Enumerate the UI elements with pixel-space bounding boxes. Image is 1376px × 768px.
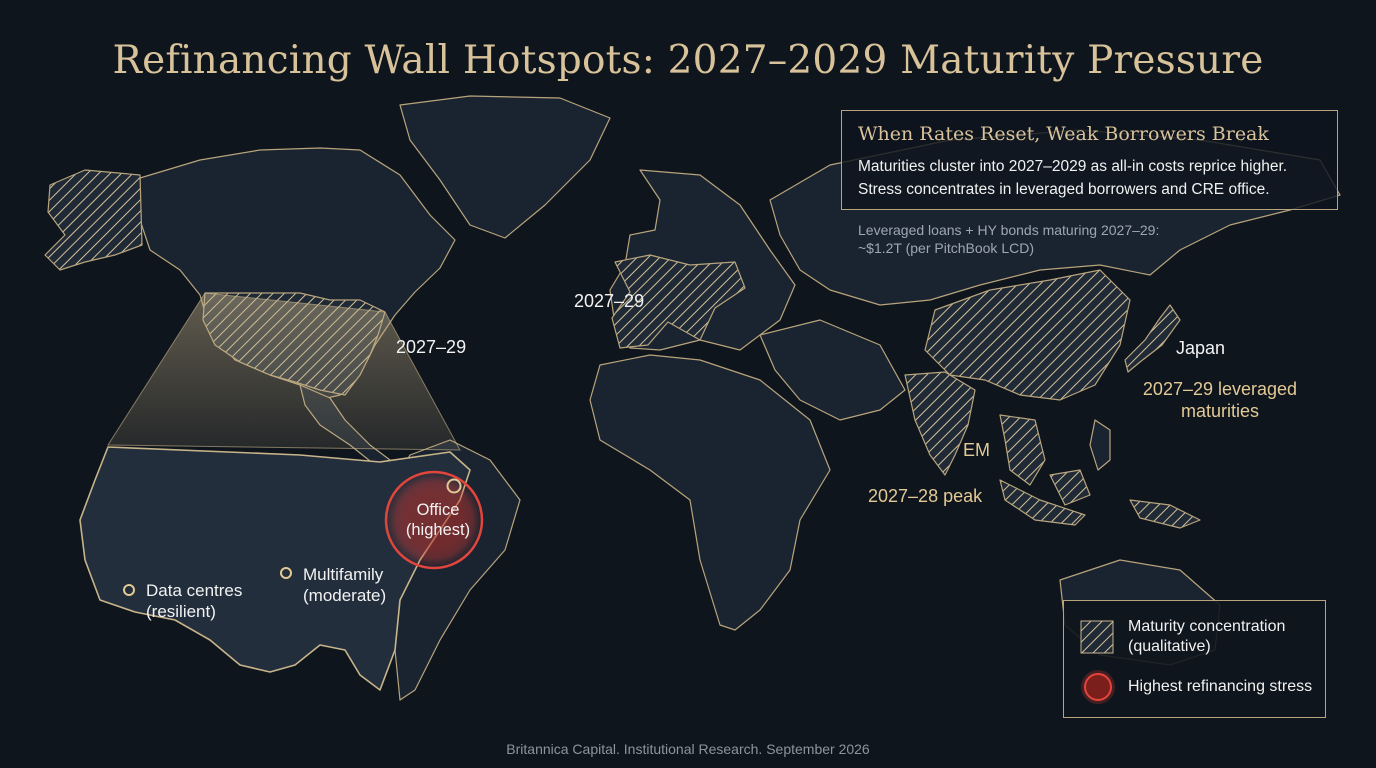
japan-note: 2027–29 leveraged maturities bbox=[1136, 378, 1304, 422]
callout-title: When Rates Reset, Weak Borrowers Break bbox=[858, 123, 1269, 145]
stress-ring-icon bbox=[384, 470, 484, 570]
japan-note-line: 2027–29 leveraged bbox=[1142, 379, 1298, 399]
europe-region-label: 2027–29 bbox=[574, 291, 645, 311]
us-inset-map bbox=[79, 446, 471, 691]
em-label: EM bbox=[963, 440, 990, 460]
datacentres-label-line: Data centres bbox=[146, 581, 243, 600]
legend-label: Highest refinancing stress bbox=[1128, 678, 1313, 695]
africa bbox=[589, 354, 831, 631]
legend: Maturity concentration (qualitative) Hig… bbox=[1063, 600, 1326, 718]
indonesia-hotspot bbox=[999, 479, 1086, 526]
callout-line: Maturities cluster into 2027–2029 as all… bbox=[858, 158, 1288, 175]
page-title: Refinancing Wall Hotspots: 2027–2029 Mat… bbox=[112, 38, 1264, 83]
europe-hotspot bbox=[611, 254, 746, 349]
greenland bbox=[399, 95, 611, 239]
philippines bbox=[1089, 419, 1111, 471]
datacentres-label: Data centres (resilient) bbox=[146, 580, 242, 622]
legend-item-concentration: Maturity concentration (qualitative) bbox=[1080, 617, 1285, 657]
legend-item-stress: Highest refinancing stress bbox=[1080, 669, 1312, 705]
india-hotspot bbox=[904, 371, 976, 476]
multifamily-label-line: (moderate) bbox=[303, 586, 387, 605]
sector-marker-icon bbox=[123, 584, 135, 596]
alaska bbox=[44, 169, 143, 271]
borneo bbox=[1049, 469, 1091, 506]
middle-east bbox=[759, 319, 906, 421]
footer-credit: Britannica Capital. Institutional Resear… bbox=[506, 741, 870, 757]
stress-ring-icon bbox=[1081, 670, 1115, 704]
office-label: Office (highest) bbox=[394, 500, 482, 540]
inset-connector bbox=[107, 292, 461, 451]
callout-box: When Rates Reset, Weak Borrowers Break M… bbox=[841, 110, 1338, 210]
office-label-line: (highest) bbox=[405, 521, 471, 539]
legend-label-line: Maturity concentration bbox=[1128, 618, 1286, 635]
maturity-stat: Leveraged loans + HY bonds maturing 2027… bbox=[858, 221, 1218, 257]
se-asia bbox=[999, 414, 1046, 486]
multifamily-label-line: Multifamily bbox=[303, 565, 384, 584]
multifamily-label: Multifamily (moderate) bbox=[303, 564, 386, 606]
sector-marker-icon bbox=[280, 567, 292, 579]
em-note: 2027–28 peak bbox=[868, 486, 983, 506]
datacentres-label-line: (resilient) bbox=[146, 602, 216, 621]
callout-line: Stress concentrates in leveraged borrowe… bbox=[858, 181, 1270, 198]
japan-hotspot bbox=[1124, 304, 1181, 373]
office-label-line: Office bbox=[416, 501, 460, 519]
new-guinea bbox=[1129, 499, 1201, 529]
japan-note-line: maturities bbox=[1180, 401, 1260, 421]
us-region-label: 2027–29 bbox=[396, 337, 467, 357]
legend-label: Maturity concentration (qualitative) bbox=[1128, 617, 1285, 657]
hatch-swatch-icon bbox=[1080, 620, 1114, 654]
callout-body: Maturities cluster into 2027–2029 as all… bbox=[858, 155, 1321, 201]
legend-label-line: (qualitative) bbox=[1128, 638, 1211, 655]
stat-line: Leveraged loans + HY bonds maturing 2027… bbox=[858, 222, 1160, 238]
japan-label: Japan bbox=[1176, 338, 1226, 358]
office-marker bbox=[446, 478, 462, 494]
stat-line: ~$1.2T (per PitchBook LCD) bbox=[858, 240, 1034, 256]
